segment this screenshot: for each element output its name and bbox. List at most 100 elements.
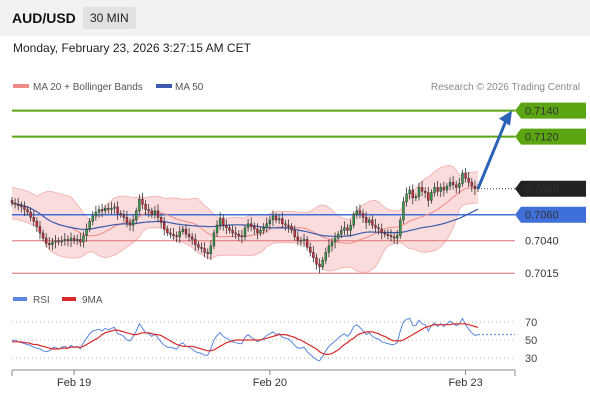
timeframe-button[interactable]: 30 MIN <box>83 7 136 29</box>
candle <box>374 218 377 233</box>
candle <box>97 205 101 218</box>
candle-body <box>333 237 337 243</box>
candle <box>206 248 209 260</box>
level-label-target: 0.7120 <box>525 132 559 144</box>
candle-body <box>44 237 48 244</box>
candle <box>190 232 194 246</box>
candle-body <box>436 187 439 192</box>
candle <box>377 223 380 235</box>
candle <box>293 225 296 241</box>
candle <box>243 224 247 241</box>
level-label-target: 0.7140 <box>525 106 559 118</box>
candle <box>76 234 79 245</box>
x-tick-label: Feb 19 <box>57 377 91 389</box>
bollinger-lower <box>11 202 479 273</box>
candle-body <box>97 209 101 213</box>
candle-body <box>100 209 104 212</box>
candle-body <box>458 183 461 188</box>
candle <box>116 201 119 220</box>
candle-body <box>377 227 380 230</box>
time-axis: Feb 19 Feb 20 Feb 23 <box>11 369 516 389</box>
candle-body <box>271 215 275 221</box>
candle <box>333 232 337 249</box>
candle <box>458 177 461 194</box>
level-label-last: 0.7080 <box>525 184 559 196</box>
candle-body <box>215 224 219 234</box>
candle <box>57 237 60 246</box>
candle <box>349 219 352 237</box>
candle-body <box>41 232 45 239</box>
candle <box>455 180 458 193</box>
rsi-level-label: 70 <box>525 317 537 329</box>
candle <box>194 233 197 252</box>
candle <box>352 211 355 229</box>
candle-body <box>262 227 265 231</box>
candle-body <box>246 223 250 228</box>
candle <box>321 256 324 270</box>
candle <box>228 224 231 234</box>
candle <box>430 189 433 204</box>
candle <box>290 223 293 234</box>
candle-body <box>156 210 160 218</box>
candle <box>82 231 85 248</box>
candle <box>364 211 368 229</box>
rsi-ma-line <box>12 323 479 355</box>
candle-body <box>470 181 473 187</box>
candle <box>423 187 427 199</box>
level-label-support: 0.7040 <box>525 236 559 248</box>
candle <box>125 210 129 228</box>
candle-body <box>113 206 116 209</box>
candle <box>396 229 399 245</box>
candle-body <box>284 223 287 226</box>
candle <box>327 239 331 258</box>
candle <box>318 258 321 274</box>
candle-body <box>138 198 141 212</box>
candle-body <box>399 219 402 236</box>
candle-body <box>54 240 57 243</box>
price-level-labels: 0.7140 0.7120 0.7080 0.7060 0.7040 0.7015 <box>515 102 586 280</box>
candle-body <box>259 230 262 234</box>
candle-body <box>147 209 150 212</box>
candle <box>23 201 26 216</box>
candle <box>361 209 365 223</box>
candle-body <box>420 187 424 192</box>
candle-body <box>442 187 446 191</box>
candle <box>113 202 116 214</box>
projection-arrow-head <box>499 110 512 126</box>
rsi-level-label: 50 <box>525 335 537 347</box>
candle-body <box>265 223 268 228</box>
candle-body <box>318 263 321 267</box>
candle-body <box>336 233 340 239</box>
candle <box>268 215 272 230</box>
candle <box>253 222 256 235</box>
candle <box>262 222 265 235</box>
candle-body <box>358 210 362 214</box>
candle-body <box>203 248 206 253</box>
projection-arrow-shaft <box>476 120 508 190</box>
candle-body <box>94 211 98 217</box>
candle <box>299 236 303 247</box>
candle-body <box>405 193 408 202</box>
candle <box>265 217 268 233</box>
candle <box>163 216 166 236</box>
candle-body <box>212 232 216 247</box>
level-label-pivot: 0.7060 <box>525 210 559 222</box>
candle <box>181 225 185 235</box>
candle <box>420 181 424 197</box>
candle <box>346 223 349 236</box>
candle <box>150 207 154 218</box>
candle-body <box>153 210 157 215</box>
candle <box>156 204 160 223</box>
candle-body <box>392 236 396 239</box>
projection-arrow <box>476 110 512 190</box>
candle <box>222 214 225 231</box>
candle-body <box>355 210 359 215</box>
rsi-line <box>11 317 479 362</box>
candle-body <box>190 236 194 240</box>
candle-body <box>293 230 296 238</box>
candle <box>107 203 110 214</box>
candle-body <box>131 219 135 226</box>
candle-body <box>150 210 154 215</box>
candle-body <box>72 237 76 241</box>
candle <box>32 210 35 227</box>
